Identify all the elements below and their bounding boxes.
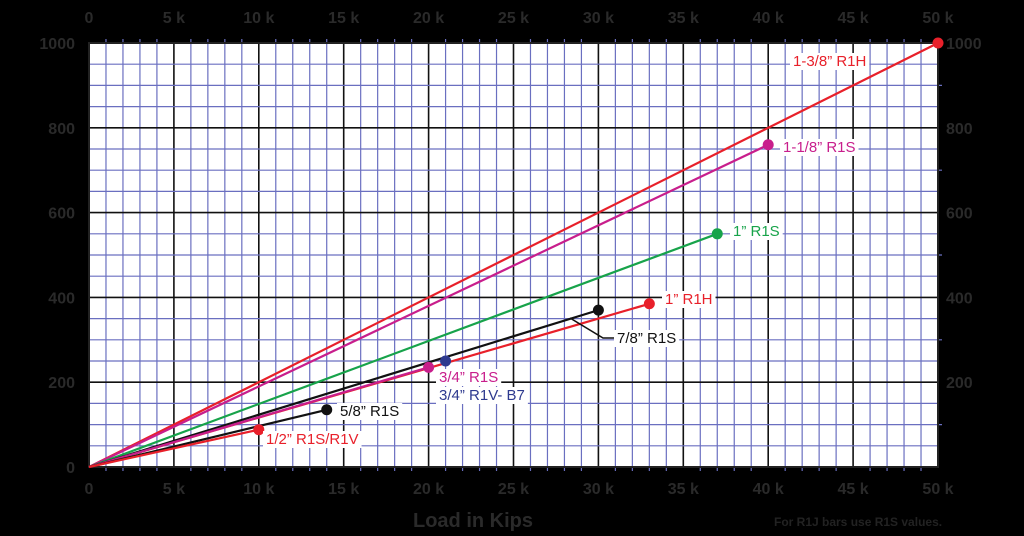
- y-axis-right-ticks: 200 400 600 800 1000: [946, 36, 982, 392]
- x-tick-label-top: 40 k: [753, 10, 784, 27]
- x-tick-label-top: 5 k: [163, 10, 185, 27]
- x-tick-label-bottom: 10 k: [243, 481, 274, 498]
- x-tick-label-top: 35 k: [668, 10, 699, 27]
- x-tick-label-top: 25 k: [498, 10, 529, 27]
- series-label-background: [263, 431, 362, 448]
- series-label-background: [780, 139, 859, 156]
- series-endpoint-marker: [592, 304, 604, 316]
- x-tick-label-bottom: 0: [85, 481, 94, 498]
- series-labels: 1-3/8” R1H 1-1/8” R1S 1” R1S 1” R1H 7/8” R1S…: [263, 53, 870, 448]
- x-axis-top-ticks: 0 5 k 10 k 15 k 20 k 25 k 30 k 35 k 40 k 45 k 50 k: [85, 10, 954, 27]
- series-label-background: [436, 369, 502, 386]
- x-tick-label-bottom: 15 k: [328, 481, 359, 498]
- x-tick-label-bottom: 25 k: [498, 481, 529, 498]
- x-axis-bottom-ticks: 0 5 k 10 k 15 k 20 k 25 k 30 k 35 k 40 k 45 k 50 k: [85, 481, 954, 498]
- y-axis-left-ticks: 0 200 400 600 800 1000: [39, 36, 75, 477]
- label-leader-line: [569, 317, 614, 339]
- x-tick-label-bottom: 20 k: [413, 481, 444, 498]
- series-endpoint-marker: [932, 37, 944, 49]
- series-label: 1/2” R1S/R1V: [266, 431, 359, 448]
- series-label-background: [790, 53, 870, 70]
- series-label-background: [662, 291, 716, 308]
- y-tick-label-right: 1000: [946, 36, 982, 53]
- series-label-background: [614, 330, 680, 347]
- series-endpoint-marker: [423, 361, 435, 373]
- x-tick-label-bottom: 40 k: [753, 481, 784, 498]
- series-line: [88, 428, 260, 469]
- series-line: [88, 366, 429, 469]
- series-endpoint-marker: [440, 355, 452, 367]
- x-tick-label-top: 0: [85, 10, 94, 27]
- x-tick-label-bottom: 45 k: [838, 481, 869, 498]
- plot-border: [88, 42, 939, 468]
- x-tick-label-top: 20 k: [413, 10, 444, 27]
- y-tick-label-right: 600: [946, 206, 973, 223]
- y-tick-label-left: 800: [48, 121, 75, 138]
- series-endpoint-marker: [762, 139, 774, 151]
- x-tick-label-top: 45 k: [838, 10, 869, 27]
- x-tick-label-bottom: 50 k: [922, 481, 953, 498]
- series-endpoint-marker: [253, 424, 265, 436]
- y-tick-label-left: 200: [48, 375, 75, 392]
- x-tick-label-top: 10 k: [243, 10, 274, 27]
- x-tick-label-bottom: 5 k: [163, 481, 185, 498]
- x-tick-label-top: 50 k: [922, 10, 953, 27]
- x-axis-title: Load in Kips: [413, 510, 533, 532]
- series-label-background: [730, 223, 783, 240]
- y-tick-label-left: 0: [66, 460, 75, 477]
- series-endpoint-marker: [321, 404, 333, 416]
- y-tick-label-left: 400: [48, 290, 75, 307]
- y-tick-label-left: 600: [48, 206, 75, 223]
- x-tick-label-bottom: 35 k: [668, 481, 699, 498]
- series-label: 1-1/8” R1S: [783, 139, 856, 156]
- series-label: 1-3/8” R1H: [793, 53, 866, 70]
- x-tick-label-bottom: 30 k: [583, 481, 614, 498]
- series-endpoint-marker: [711, 228, 723, 240]
- grid: [88, 39, 942, 471]
- x-tick-label-top: 15 k: [328, 10, 359, 27]
- series-line: [88, 42, 939, 468]
- series-endpoint-marker: [643, 298, 655, 310]
- series-label: 1” R1S: [733, 223, 780, 240]
- series-line: [88, 309, 599, 469]
- y-tick-label-right: 800: [946, 121, 973, 138]
- series-line: [88, 143, 769, 468]
- y-tick-label-right: 200: [946, 375, 973, 392]
- y-tick-label-right: 400: [946, 290, 973, 307]
- x-tick-label-top: 30 k: [583, 10, 614, 27]
- series-line: [88, 232, 718, 469]
- footnote: For R1J bars use R1S values.: [774, 515, 942, 529]
- series-lines: [88, 37, 944, 469]
- series-label: 5/8” R1S: [340, 403, 399, 420]
- series-label: 1” R1H: [665, 291, 713, 308]
- y-tick-label-left: 1000: [39, 36, 75, 53]
- series-label-background: [436, 387, 528, 404]
- series-label: 7/8” R1S: [617, 330, 676, 347]
- series-label-background: [337, 403, 403, 420]
- series-label: 3/4” R1V- B7: [439, 387, 525, 404]
- series-label: 3/4” R1S: [439, 369, 498, 386]
